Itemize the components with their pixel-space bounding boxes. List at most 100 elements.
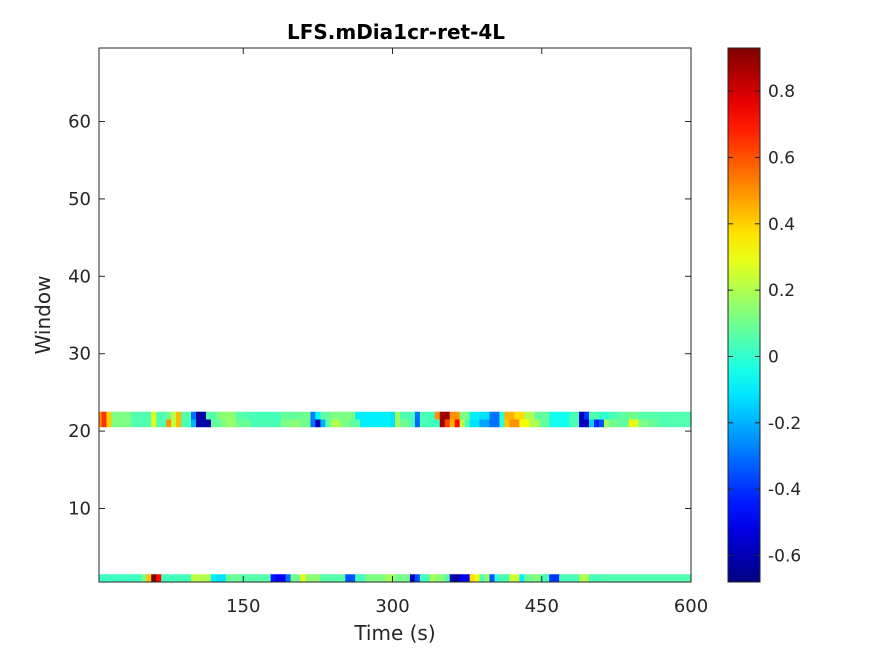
- heatmap-cell: [330, 411, 356, 420]
- heatmap-cell: [504, 419, 511, 428]
- x-tick-label: 300: [375, 596, 409, 617]
- heatmap-cell: [479, 419, 491, 428]
- heatmap-cell: [399, 419, 411, 428]
- heatmap-cell: [166, 411, 172, 420]
- heatmap-cell: [265, 419, 277, 428]
- heatmap-cell: [235, 419, 252, 428]
- chart-title: LFS.mDia1cr-ret-4L: [287, 20, 505, 44]
- heatmap-cell: [419, 419, 431, 428]
- heatmap-cell: [579, 411, 585, 420]
- heatmap-cell: [593, 419, 600, 428]
- heatmap-cell: [514, 411, 525, 420]
- heatmap-cell: [489, 411, 501, 420]
- heatmap-cell: [300, 411, 312, 420]
- heatmap-cell: [166, 419, 172, 428]
- colorbar: [727, 47, 761, 583]
- heatmap-cell: [509, 574, 520, 582]
- heatmap-cell: [598, 574, 692, 582]
- heatmap-cell: [524, 411, 535, 420]
- heatmap-cell: [409, 574, 416, 582]
- heatmap-cell: [464, 419, 471, 428]
- heatmap-cell: [99, 411, 103, 420]
- colorbar-tick-label: 0.8: [768, 82, 795, 102]
- heatmap-cell: [549, 419, 570, 428]
- heatmap-cell: [509, 419, 520, 428]
- heatmap-cell: [280, 411, 302, 420]
- heatmap-cell: [270, 574, 277, 582]
- heatmap-cell: [459, 574, 471, 582]
- y-tick-label: 10: [68, 498, 91, 519]
- heatmap-cell: [191, 411, 197, 420]
- heatmap-cell: [569, 411, 580, 420]
- heatmap-cell: [628, 419, 635, 428]
- heatmap-cell: [429, 574, 436, 582]
- heatmap-cell: [99, 419, 103, 428]
- heatmap-cell: [459, 419, 466, 428]
- heatmap-cell: [449, 574, 461, 582]
- heatmap-cell: [429, 419, 441, 428]
- plot-border: [98, 47, 692, 583]
- heatmap-cell: [290, 419, 302, 428]
- heatmap-cell: [489, 574, 496, 582]
- heatmap-cell: [499, 411, 506, 420]
- heatmap-cell: [196, 411, 207, 420]
- heatmap-cell: [151, 574, 157, 582]
- heatmap-cell: [618, 411, 630, 420]
- heatmap-cell: [395, 411, 401, 420]
- heatmap-cell: [499, 419, 506, 428]
- heatmap-cell: [200, 574, 212, 582]
- heatmap-cell: [444, 574, 451, 582]
- heatmap-cell: [479, 411, 491, 420]
- heatmap-cell: [220, 411, 237, 420]
- heatmap-cell: [539, 419, 550, 428]
- heatmap-cell: [106, 411, 113, 420]
- heatmap-cell: [589, 419, 595, 428]
- heatmap-cell: [225, 574, 242, 582]
- heatmap-cell: [285, 574, 292, 582]
- heatmap-cell: [469, 411, 481, 420]
- colorbar-tick-label: 0: [768, 347, 779, 367]
- heatmap-cell: [484, 574, 491, 582]
- heatmap-cell: [419, 411, 431, 420]
- heatmap-cell: [439, 419, 446, 428]
- heatmap-cell: [449, 419, 456, 428]
- heatmap-cell: [315, 411, 321, 420]
- heatmap-cell: [549, 574, 560, 582]
- heatmap-cell: [99, 574, 142, 582]
- heatmap-cell: [156, 419, 167, 428]
- axes: 150 300 450 600 10 20 30 40 50 60: [68, 48, 708, 617]
- heatmap-cell: [603, 419, 610, 428]
- heatmap-cell: [499, 574, 511, 582]
- heatmap-cell: [305, 574, 316, 582]
- heatmap-cell: [210, 419, 222, 428]
- heatmap-cell: [469, 574, 476, 582]
- heatmap-cell: [151, 411, 157, 420]
- heatmap-cell: [598, 419, 605, 428]
- heatmap-cell: [395, 419, 401, 428]
- heatmap-cell: [141, 574, 147, 582]
- heatmap-cell: [459, 411, 471, 420]
- heatmap-cell: [355, 574, 366, 582]
- heatmap-cell: [638, 419, 650, 428]
- heatmap-cell: [360, 419, 391, 428]
- heatmap-cell: [589, 574, 600, 582]
- heatmap-cell: [275, 419, 282, 428]
- heatmap-cell: [390, 419, 396, 428]
- y-tick-label: 50: [68, 189, 91, 210]
- heatmap-cell: [141, 419, 152, 428]
- heatmap-cell: [350, 419, 361, 428]
- colorbar-ticks: -0.6 -0.4 -0.2 0 0.2 0.4 0.6 0.8: [728, 82, 801, 566]
- heatmap-cell: [534, 411, 550, 420]
- heatmap-cell: [171, 411, 177, 420]
- heatmap-cell: [534, 574, 540, 582]
- heatmap-cell: [171, 419, 177, 428]
- heatmap-cell: [494, 574, 501, 582]
- heatmap-cell: [549, 411, 570, 420]
- heatmap-cell: [409, 419, 416, 428]
- heatmap-cell: [489, 419, 501, 428]
- heatmap-cell: [320, 574, 346, 582]
- heatmap-cell: [474, 574, 481, 582]
- y-tick-label: 30: [68, 344, 91, 365]
- heatmap-cell: [220, 419, 227, 428]
